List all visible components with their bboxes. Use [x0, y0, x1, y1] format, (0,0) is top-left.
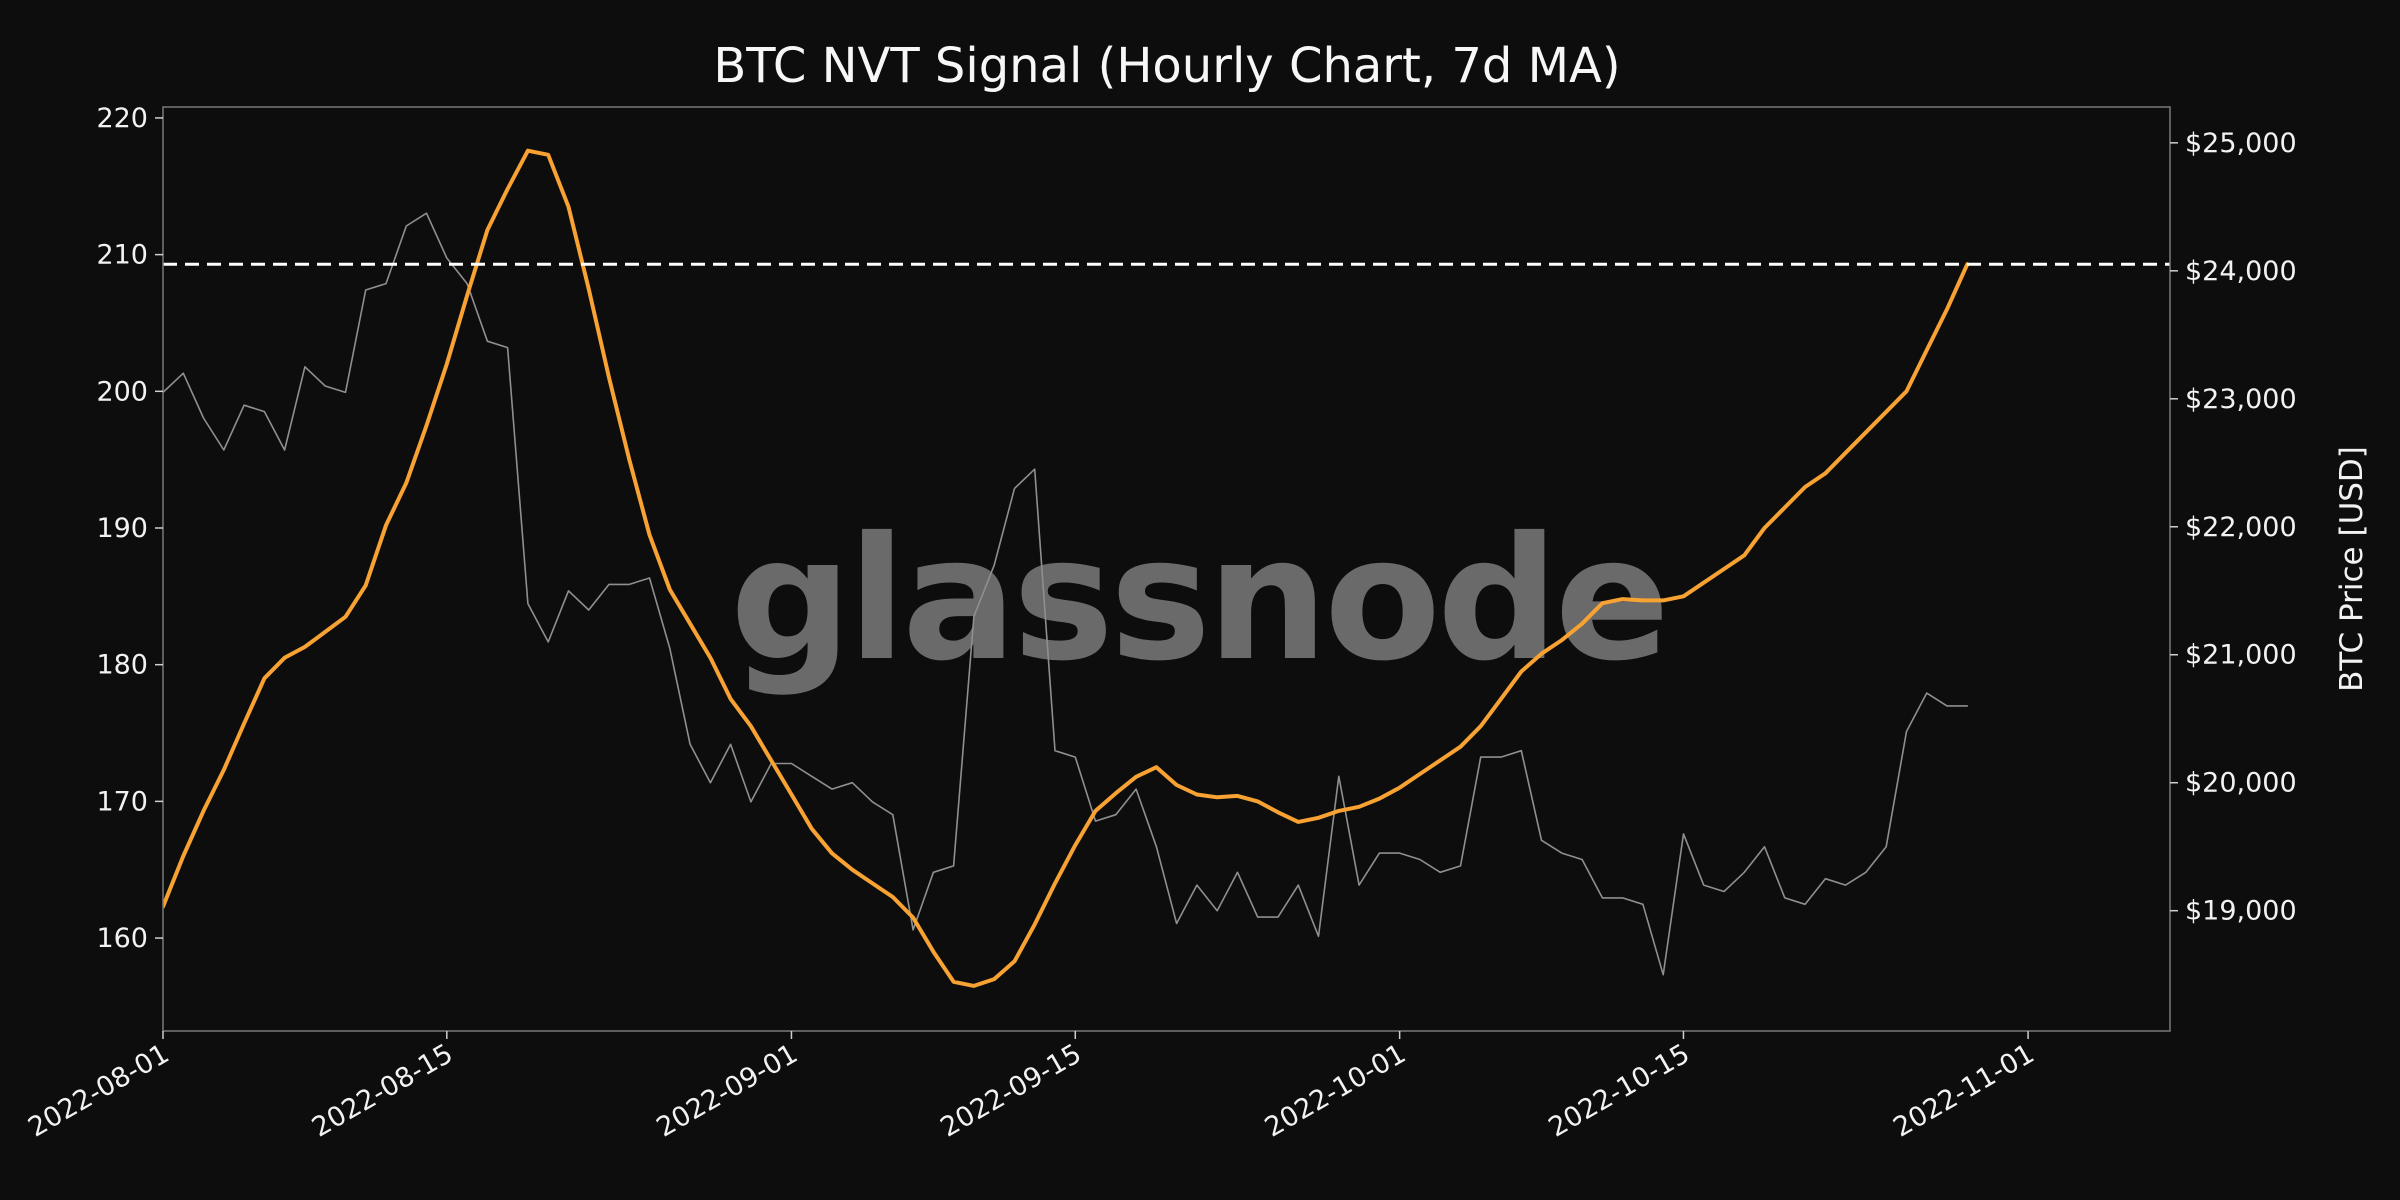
plot-frame [162, 106, 2171, 1032]
right-y-tick-label: $19,000 [2185, 896, 2297, 927]
glassnode-watermark: glassnode [730, 501, 1666, 699]
btc-price-line [163, 212, 1969, 976]
nvt-signal-line [163, 148, 1970, 988]
right-y-tick-label: $20,000 [2185, 768, 2297, 799]
right-y-tick-label: $24,000 [2185, 256, 2297, 287]
right-y-tick-label: $21,000 [2185, 640, 2297, 671]
right-y-tick-label: $23,000 [2185, 384, 2297, 415]
left-y-tick-label: 190 [96, 513, 148, 544]
left-y-tick-label: 200 [96, 376, 148, 407]
right-y-axis-title: BTC Price [USD] [2334, 446, 2370, 692]
left-y-axis: 160 170 180 190 200 210 220 [96, 103, 163, 954]
plot-area [163, 148, 2170, 988]
right-y-axis: $19,000 $20,000 $21,000 $22,000 $23,000 $24,0… [2170, 128, 2297, 927]
left-y-tick-label: 160 [96, 923, 148, 954]
left-y-tick-label: 210 [96, 240, 148, 271]
left-y-tick-label: 170 [96, 786, 148, 817]
left-y-tick-label: 220 [96, 103, 148, 134]
left-y-tick-label: 180 [96, 650, 148, 681]
right-y-tick-label: $25,000 [2185, 128, 2297, 159]
chart-title: BTC NVT Signal (Hourly Chart, 7d MA) [713, 38, 1620, 94]
right-y-tick-label: $22,000 [2185, 512, 2297, 543]
